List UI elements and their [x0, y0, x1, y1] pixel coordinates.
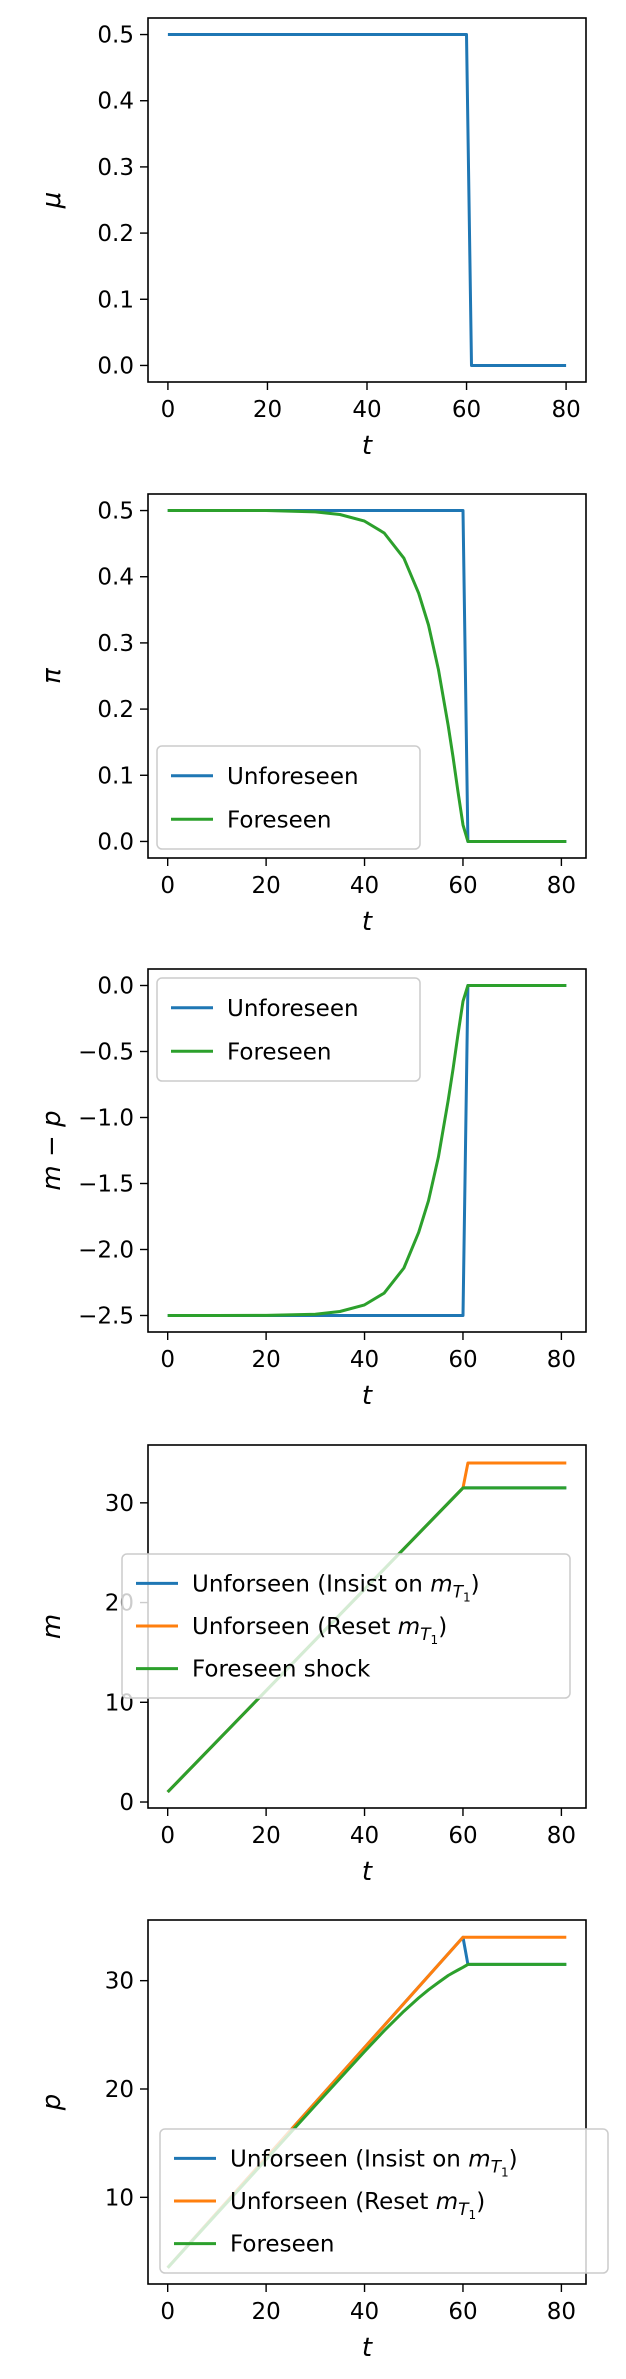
y-tick-label: 30	[105, 1969, 134, 1995]
chart-1: 0 20 40 60 80 0.0 0.1 0.2 0.3 0.4 0.5 t μ	[37, 17, 587, 461]
legend-entry-1: Unforeseen	[227, 764, 359, 790]
legend: Unforeseen Foreseen	[156, 745, 421, 850]
x-tick-label: 20	[251, 2299, 280, 2325]
y-axis-label: p	[37, 2094, 67, 2112]
y-tick-label: −0.5	[78, 1040, 134, 1066]
y-tick-label: −2.5	[78, 1304, 134, 1330]
y-tick-label: −2.0	[78, 1238, 134, 1264]
legend-box	[159, 2128, 609, 2274]
series-line-2	[167, 509, 567, 843]
y-tick-label: 0	[119, 1790, 134, 1816]
y-tick-label: 0.4	[97, 89, 134, 115]
series-line-1	[167, 33, 567, 367]
x-tick-label: 60	[448, 2299, 477, 2325]
x-tick-label: 0	[160, 873, 175, 899]
y-tick-label: 0.4	[97, 565, 134, 591]
plot-area	[167, 33, 567, 367]
y-tick-label: 0.2	[97, 697, 134, 723]
x-tick-label: 60	[448, 1823, 477, 1849]
legend-box	[121, 1553, 571, 1699]
y-tick-label: 10	[105, 2185, 134, 2211]
chart-3: 0 20 40 60 80 0.0 −0.5 −1.0 −1.5 −2.0 −2.5 t m − p Un…	[37, 968, 587, 1411]
x-tick-label: 20	[253, 397, 282, 423]
x-tick-label: 0	[160, 1347, 175, 1373]
plot-frame	[147, 1919, 587, 2285]
x-tick-label: 60	[448, 873, 477, 899]
x-tick-label: 40	[350, 1823, 379, 1849]
x-tick-label: 20	[251, 1347, 280, 1373]
y-axis-label: m − p	[37, 1110, 67, 1190]
x-tick-label: 60	[448, 1347, 477, 1373]
x-tick-label: 80	[551, 397, 580, 423]
legend: Unforeseen Foreseen	[156, 977, 421, 1082]
y-tick-label: 30	[105, 1491, 134, 1517]
series-line-2	[166, 1935, 567, 2269]
legend-entry-1: Unforeseen	[227, 996, 359, 1022]
chart-2: 0 20 40 60 80 0.0 0.1 0.2 0.3 0.4 0.5 t π Unforeseen F…	[37, 493, 587, 937]
x-tick-label: 0	[160, 2299, 175, 2325]
x-tick-label: 60	[452, 397, 481, 423]
y-tick-label: −1.0	[78, 1106, 134, 1132]
x-axis-label: t	[362, 2333, 373, 2363]
plot-area	[166, 1935, 567, 2269]
y-tick-label: 0.0	[97, 974, 134, 1000]
x-tick-label: 0	[161, 397, 176, 423]
x-axis-label: t	[362, 431, 373, 461]
y-axis-label: π	[37, 668, 67, 684]
x-tick-label: 40	[352, 397, 381, 423]
x-axis-label: t	[362, 1381, 373, 1411]
plot-frame	[147, 968, 587, 1333]
series-line-3	[166, 1962, 567, 2269]
y-tick-label: −1.5	[78, 1172, 134, 1198]
legend-entry-2: Foreseen	[227, 1039, 331, 1065]
plot-area	[167, 509, 567, 843]
x-tick-label: 80	[547, 2299, 576, 2325]
y-axis-label: m	[37, 1614, 67, 1639]
series-line-2	[167, 984, 567, 1317]
y-tick-label: 20	[105, 2077, 134, 2103]
y-tick-label: 0.1	[97, 287, 134, 313]
legend-box	[156, 977, 421, 1082]
y-axis-label: μ	[37, 192, 67, 210]
x-tick-label: 80	[547, 1347, 576, 1373]
x-axis-label: t	[362, 1857, 373, 1887]
legend-entry-3: Foreseen shock	[192, 1657, 371, 1683]
x-tick-label: 40	[350, 1347, 379, 1373]
x-tick-label: 40	[350, 2299, 379, 2325]
x-tick-label: 80	[547, 873, 576, 899]
y-tick-label: 0.1	[97, 763, 134, 789]
x-tick-label: 0	[160, 1823, 175, 1849]
x-tick-label: 80	[547, 1823, 576, 1849]
y-tick-label: 0.0	[97, 353, 134, 379]
plot-frame	[147, 17, 587, 383]
y-tick-label: 0.5	[97, 23, 134, 49]
x-tick-label: 20	[251, 873, 280, 899]
chart-5: 0 20 40 60 80 10 20 30 t p Unforseen (Insist on mT…	[37, 1919, 609, 2363]
y-tick-label: 0.2	[97, 221, 134, 247]
x-tick-label: 40	[350, 873, 379, 899]
legend-entry-3: Foreseen	[230, 2232, 334, 2258]
y-tick-label: 0.5	[97, 499, 134, 525]
x-axis-label: t	[362, 907, 373, 937]
y-tick-label: 0.0	[97, 829, 134, 855]
legend-box	[156, 745, 421, 850]
legend: Unforseen (Insist on mT1)Unforseen (Rese…	[159, 2128, 609, 2274]
plot-area	[167, 984, 567, 1317]
plot-frame	[147, 493, 587, 859]
y-tick-label: 0.3	[97, 155, 134, 181]
x-tick-label: 20	[251, 1823, 280, 1849]
y-tick-label: 0.3	[97, 631, 134, 657]
legend: Unforseen (Insist on mT1)Unforseen (Rese…	[121, 1553, 571, 1699]
legend-entry-2: Foreseen	[227, 807, 331, 833]
